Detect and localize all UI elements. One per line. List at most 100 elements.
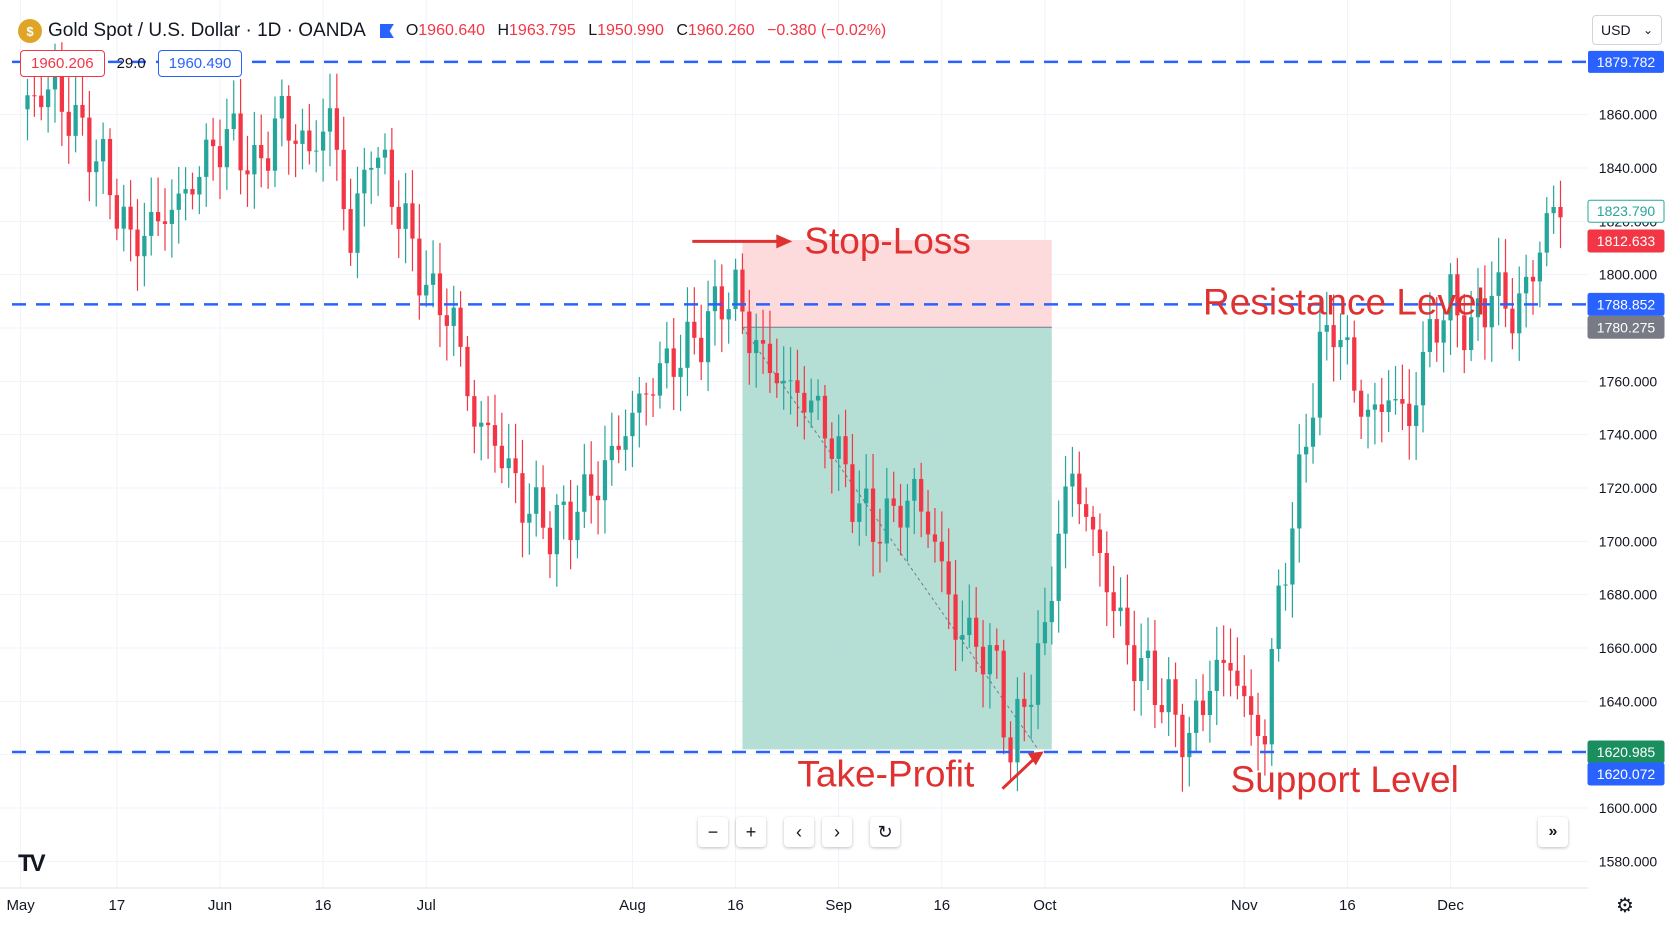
candle-body	[1434, 319, 1439, 343]
candle-body	[272, 118, 278, 171]
candle-body	[754, 340, 759, 354]
zoom-out-button[interactable]: −	[698, 817, 728, 847]
candle-body	[1469, 317, 1474, 351]
candle-body	[327, 108, 333, 132]
candle-body	[1345, 337, 1350, 341]
candle-body	[1173, 679, 1178, 715]
candle-body	[1139, 658, 1144, 682]
candle-body	[451, 307, 456, 326]
take-profit-arrow	[1001, 754, 1039, 790]
y-tick-label: 1680.000	[1599, 587, 1658, 603]
candle-body	[774, 373, 779, 384]
candle-body	[410, 203, 415, 239]
candle-body	[561, 501, 566, 505]
scroll-left-button[interactable]: ‹	[784, 817, 814, 847]
candle-body	[1255, 714, 1261, 736]
symbol-title[interactable]: Gold Spot / U.S. Dollar · 1D · OANDA	[48, 20, 366, 41]
buy-button[interactable]: 1960.490	[157, 50, 243, 77]
price-axis[interactable]: 1580.0001600.0001620.0001640.0001660.000…	[1587, 50, 1665, 869]
candle-body	[1125, 607, 1130, 646]
gold-coin-icon: $	[18, 19, 42, 43]
currency-select[interactable]: USD ⌄	[1592, 15, 1662, 45]
candle-body	[506, 458, 511, 469]
sell-button[interactable]: 1960.206	[20, 50, 105, 77]
time-axis[interactable]: May 17 Jun 16 Jul Aug 16 Sep 16 Oct Nov 16 Dec	[0, 887, 1588, 914]
x-tick-label: Dec	[1437, 897, 1464, 914]
gear-icon[interactable]: ⚙	[1616, 895, 1634, 917]
close-label: C	[676, 22, 688, 39]
chevron-down-icon: ⌄	[1642, 23, 1653, 37]
candle-body	[1056, 533, 1061, 601]
candle-body	[712, 286, 718, 312]
tradingview-logo[interactable]: TV	[18, 850, 46, 877]
candle-body	[210, 139, 216, 147]
candle-body	[1482, 298, 1488, 328]
candle-body	[1462, 315, 1467, 351]
candle-body	[1544, 213, 1549, 253]
candle-body	[692, 321, 697, 338]
stop-loss-zone	[742, 240, 1052, 328]
candle-body	[843, 436, 848, 465]
candle-body	[1104, 553, 1109, 593]
candle-body	[479, 422, 484, 427]
candle-body	[1386, 400, 1391, 412]
candle-body	[657, 363, 663, 396]
candle-body	[1249, 696, 1254, 715]
candle-body	[534, 487, 539, 514]
candle-body	[485, 422, 491, 426]
candle-body	[1551, 206, 1556, 214]
candle-body	[1180, 714, 1185, 758]
candle-body	[444, 315, 449, 326]
take-profit-arrowhead	[1027, 751, 1044, 766]
candle-body	[836, 436, 841, 459]
candle-body	[1420, 351, 1426, 406]
low-value: 1950.990	[597, 22, 664, 39]
candle-body	[348, 209, 353, 253]
change-value: −0.380 (−0.02%)	[767, 22, 887, 39]
go-latest-button[interactable]: »	[1538, 817, 1568, 847]
candle-body	[224, 129, 229, 168]
candle-body	[1448, 274, 1453, 321]
candle-body	[637, 393, 642, 413]
candle-body	[1228, 662, 1233, 671]
candle-body	[403, 203, 408, 229]
candle-body	[671, 348, 676, 377]
candle-body	[1097, 529, 1103, 554]
reset-button[interactable]: ↻	[870, 817, 900, 847]
candle-body	[320, 131, 326, 151]
x-tick-label: 16	[1339, 897, 1356, 914]
candle-body	[52, 76, 58, 90]
zoom-in-button[interactable]: +	[736, 817, 766, 847]
candle-body	[499, 445, 504, 469]
candle-body	[678, 367, 683, 377]
flag-icon[interactable]	[379, 24, 394, 38]
price-tag-label: 1780.275	[1597, 319, 1656, 335]
candle-body	[355, 193, 360, 253]
candle-body	[197, 176, 202, 195]
candle-body	[417, 238, 422, 296]
x-tick-label: Aug	[619, 897, 646, 914]
candle-body	[822, 395, 828, 439]
y-tick-label: 1700.000	[1599, 533, 1658, 549]
candle-body	[795, 380, 800, 393]
candle-body	[850, 464, 855, 522]
candle-body	[1310, 417, 1316, 447]
annotation-label: Support Level	[1231, 759, 1459, 800]
candle-body	[1269, 648, 1274, 745]
candle-body	[1187, 732, 1192, 758]
candle-body	[609, 445, 614, 461]
candle-body	[1441, 320, 1446, 343]
candle-body	[142, 235, 147, 257]
scroll-right-button[interactable]: ›	[822, 817, 852, 847]
candle-body	[1214, 659, 1219, 691]
candle-body	[121, 206, 126, 229]
candle-body	[94, 161, 99, 173]
candle-body	[362, 169, 367, 194]
candle-body	[389, 149, 394, 207]
candle-body	[1400, 399, 1405, 404]
candle-body	[1365, 409, 1371, 417]
candle-body	[1290, 528, 1295, 585]
price-tag-label: 1823.790	[1597, 203, 1656, 219]
price-tag	[1587, 199, 1665, 223]
